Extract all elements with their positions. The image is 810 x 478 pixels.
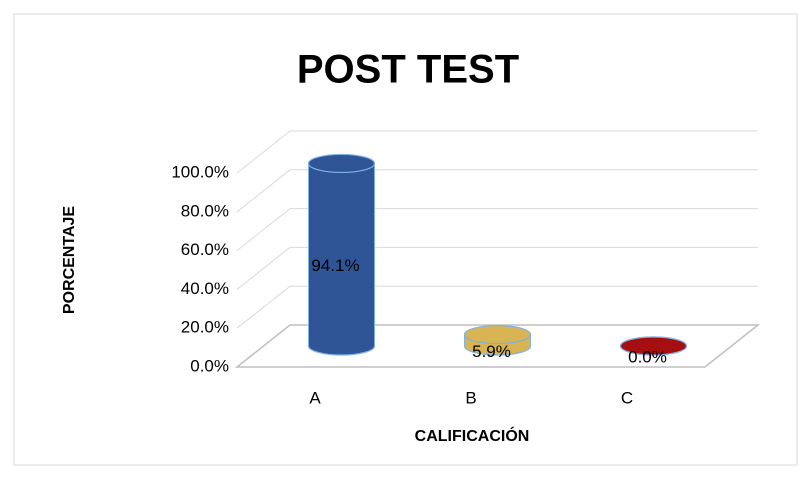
grid-line — [236, 169, 291, 213]
bar-top — [463, 324, 532, 345]
grid-line — [236, 247, 291, 290]
bar-body — [308, 163, 375, 346]
y-tick-label: 100.0% — [171, 162, 229, 181]
grid-line — [236, 130, 291, 174]
floor — [234, 324, 761, 368]
bar-top — [307, 153, 376, 174]
x-tick-label: B — [465, 388, 476, 407]
chart-frame — [13, 13, 798, 466]
y-tick-label: 20.0% — [181, 318, 229, 337]
x-axis-title: CALIFICACIÓN — [415, 426, 530, 445]
y-tick-label: 0.0% — [190, 356, 229, 375]
grid-line — [236, 208, 291, 251]
grid-line — [236, 285, 291, 329]
data-label: 5.9% — [472, 342, 511, 361]
y-tick-label: 60.0% — [181, 240, 229, 259]
data-label: 0.0% — [628, 347, 667, 366]
y-axis-title: PORCENTAJE — [61, 206, 78, 314]
data-label: 94.1% — [311, 256, 359, 275]
y-tick-label: 40.0% — [181, 279, 229, 298]
chart-title: POST TEST — [297, 48, 519, 92]
x-tick-label: A — [309, 388, 321, 407]
y-tick-label: 80.0% — [181, 201, 229, 220]
x-tick-label: C — [621, 388, 633, 407]
bar-top — [619, 336, 688, 356]
